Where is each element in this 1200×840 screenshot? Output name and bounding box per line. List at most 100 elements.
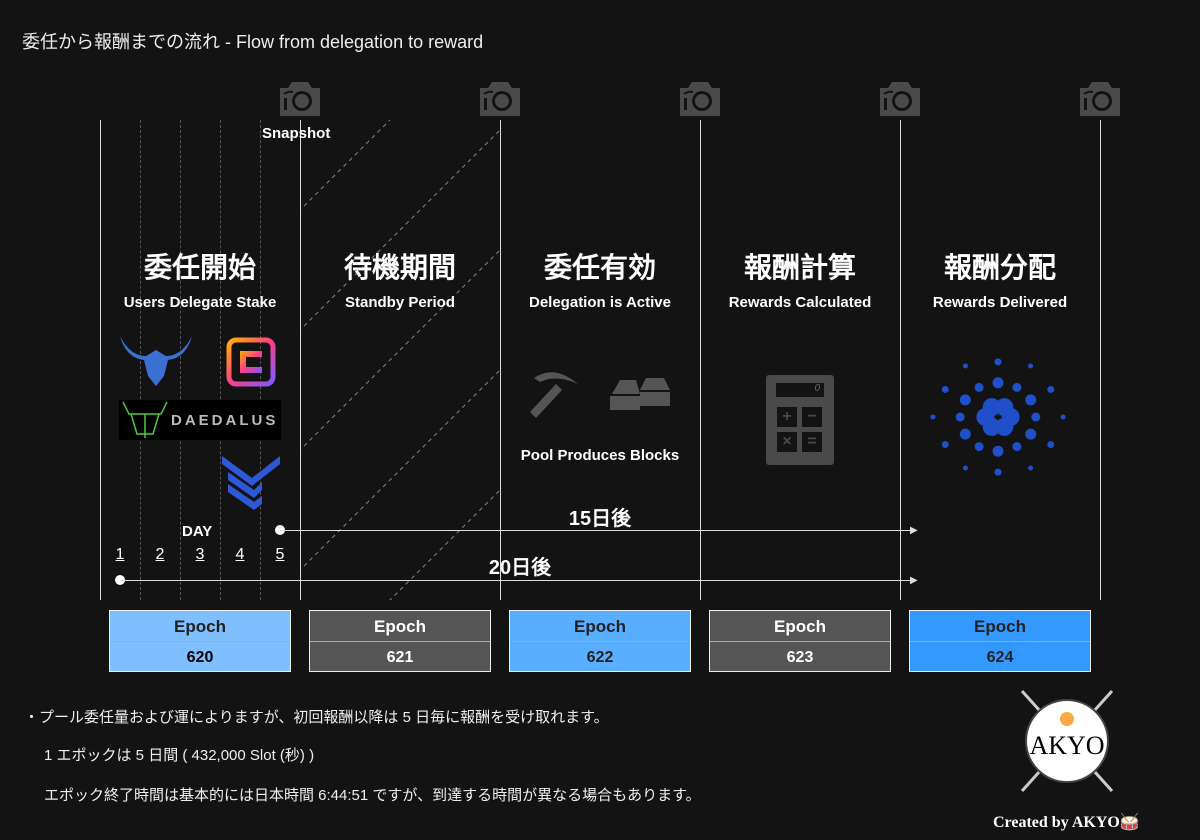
span-20-line (120, 580, 916, 581)
cardano-dot (959, 394, 971, 406)
cardano-dot (955, 412, 965, 422)
span-20-label: 20日後 (488, 557, 552, 579)
akyo-logo-text: AKYO (1029, 731, 1104, 760)
blocks-icon (610, 378, 670, 410)
stage-subtitle: Users Delegate Stake (123, 294, 277, 311)
cardano-dot (992, 445, 1004, 457)
day-number: 1 (115, 546, 125, 563)
calculator-icon: 0 + − × = (766, 375, 834, 465)
snapshot-camera-icon (476, 78, 524, 118)
cardano-dot (1047, 385, 1055, 393)
credit: Created by AKYO🥁 (993, 814, 1140, 831)
arrow-head-icon: ▶ (910, 575, 918, 586)
epoch-box: Epoch 624 (909, 610, 1091, 672)
epoch-number: 621 (386, 649, 414, 666)
cardano-dot (982, 398, 1001, 417)
arrow-head-icon: ▶ (910, 525, 918, 536)
cardano-dot (974, 442, 984, 452)
cardano-dot (992, 377, 1004, 389)
calculator-display: 0 (776, 383, 824, 397)
day-divider (180, 120, 181, 600)
flow-arrow-icon (468, 240, 530, 280)
cardano-dot (962, 363, 968, 369)
cardano-dot (994, 468, 1002, 476)
note: 1 エポックは 5 日間 ( 432,000 Slot (秒) ) (44, 747, 315, 764)
cardano-dot (1012, 382, 1022, 392)
cardano-dot (1025, 394, 1037, 406)
day-number: 2 (155, 546, 165, 563)
stage-subtitle: Rewards Calculated (728, 294, 872, 311)
epoch-label: Epoch (310, 611, 490, 642)
stage-title: 報酬分配 (943, 252, 1056, 283)
epoch-number: 623 (786, 649, 814, 666)
cardano-dot (995, 417, 1014, 436)
standby-hatch (300, 120, 500, 600)
epoch-box: Epoch 620 (109, 610, 291, 672)
day-divider (140, 120, 141, 600)
cardano-dot (1031, 412, 1041, 422)
span-15-label: 15日後 (568, 508, 632, 530)
cardano-dot (1012, 442, 1022, 452)
flow-arrow-icon (268, 240, 330, 280)
cardano-logo-icon (930, 358, 1066, 476)
epoch-boundary (900, 120, 901, 600)
note: エポック終了時間は基本的には日本時間 6:44:51 ですが、到達する時間が異な… (44, 787, 701, 804)
day-number: 4 (235, 546, 245, 563)
cardano-dot (959, 428, 971, 440)
cardano-dot (941, 441, 949, 449)
cardano-dot (930, 414, 936, 420)
cardano-dot (1028, 465, 1034, 471)
cardano-dot (994, 358, 1002, 366)
cardano-dot (1025, 428, 1037, 440)
span-15-line (280, 530, 916, 531)
stage-subtitle: Rewards Delivered (932, 294, 1068, 311)
epoch-boundary (700, 120, 701, 600)
day-number: 5 (275, 546, 285, 563)
epoch-box: Epoch 622 (509, 610, 691, 672)
epoch-boundary (300, 120, 301, 600)
snapshot-camera-icon (1076, 78, 1124, 118)
stage-title: 報酬計算 (743, 252, 856, 283)
cardano-dot (1028, 363, 1034, 369)
epoch-boundary (100, 120, 101, 600)
stage-title: 委任開始 (143, 252, 256, 283)
daedalus-logo: DAEDALUS (119, 400, 281, 440)
flow-arrow-icon (868, 240, 930, 280)
cardano-dot (1060, 414, 1066, 420)
epoch-number: 624 (986, 649, 1014, 666)
epoch-boundary (1100, 120, 1101, 600)
yoroi-logo-icon (120, 336, 192, 386)
daedalus-bull-icon (122, 401, 168, 438)
snapshot-label: Snapshot (262, 125, 331, 142)
snapshot-camera-icon (276, 78, 324, 118)
epoch-box: Epoch 621 (309, 610, 491, 672)
cardano-dot (1047, 441, 1055, 449)
cardano-dot (962, 465, 968, 471)
daedalus-text: DAEDALUS (171, 411, 279, 429)
epoch-number: 622 (586, 649, 614, 666)
day-divider (260, 120, 261, 600)
cardano-dot (974, 382, 984, 392)
day-divider (220, 120, 221, 600)
day-label: DAY (182, 523, 213, 540)
flow-arrow-icon (668, 240, 730, 280)
stage-title: 待機期間 (343, 252, 456, 283)
day-number: 3 (195, 546, 205, 563)
epoch-boundary (500, 120, 501, 600)
epoch-label: Epoch (510, 611, 690, 642)
eternl-logo-icon (226, 337, 276, 387)
snapshot-camera-icon (676, 78, 724, 118)
page-title: 委任から報酬までの流れ - Flow from delegation to re… (22, 32, 484, 52)
cardano-dot (941, 385, 949, 393)
stage-title: 委任有効 (543, 252, 656, 283)
pickaxe-icon (530, 372, 578, 418)
typhon-logo-icon (222, 456, 280, 510)
snapshot-camera-icon (876, 78, 924, 118)
epoch-label: Epoch (710, 611, 890, 642)
akyo-logo: AKYO (1020, 689, 1114, 793)
stage-subtitle: Standby Period (344, 294, 456, 311)
epoch-label: Epoch (110, 611, 290, 642)
stage-subtitle: Delegation is Active (529, 294, 671, 311)
epoch-number: 620 (186, 649, 214, 666)
pool-label: Pool Produces Blocks (520, 447, 680, 464)
